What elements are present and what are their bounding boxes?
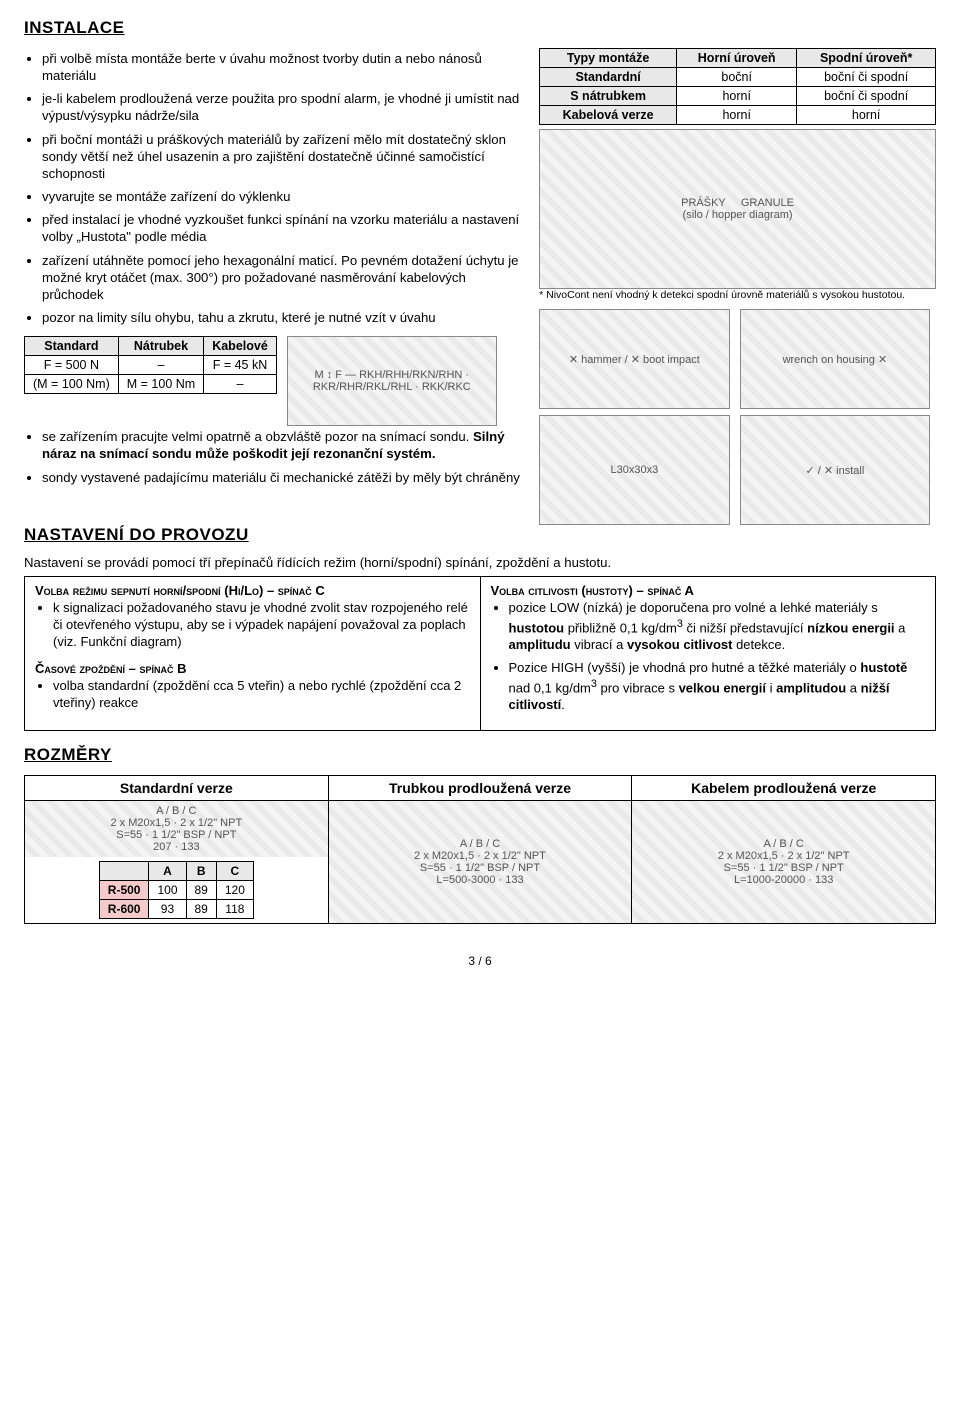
- text-bold: vysokou citlivost: [627, 637, 732, 652]
- dim-hdr: C: [216, 862, 253, 881]
- settings-bullet: Pozice HIGH (vyšší) je vhodná pro hutné …: [509, 660, 926, 714]
- rozmery-col-title: Standardní verze: [25, 776, 328, 801]
- text: pozice LOW (nízká) je doporučena pro vol…: [509, 600, 878, 615]
- hammer-warning-diagram: ✕ hammer / ✕ boot impact: [539, 309, 730, 409]
- mount-cell: horní: [797, 106, 936, 125]
- text-bold: amplitudou: [776, 680, 846, 695]
- rozmery-col-title: Kabelem prodloužená verze: [632, 776, 935, 801]
- dim-cell: 100: [149, 881, 186, 900]
- settings-bullet: volba standardní (zpoždění cca 5 vteřin)…: [53, 678, 470, 712]
- dim-drawing-standard: A / B / C2 x M20x1,5 · 2 x 1/2" NPTS=55 …: [25, 801, 328, 857]
- limits-header: Kabelové: [204, 337, 277, 356]
- probe-variants-diagram: M ↕ F — RKH/RHH/RKN/RHN · RKR/RHR/RKL/RH…: [287, 336, 497, 426]
- mount-rowlabel: Kabelová verze: [540, 106, 677, 125]
- nastaveni-intro: Nastavení se provádí pomocí tří přepínač…: [24, 555, 936, 570]
- below-limits-bullets: se zařízením pracujte velmi opatrně a ob…: [24, 428, 529, 485]
- bullet-item: vyvarujte se montáže zařízení do výklenk…: [42, 188, 529, 205]
- mount-cell: boční: [677, 68, 797, 87]
- wrench-warning-diagram: wrench on housing ✕: [740, 309, 931, 409]
- bullet-item: se zařízením pracujte velmi opatrně a ob…: [42, 428, 529, 462]
- silo-mount-diagram: PRÁŠKY GRANULE (silo / hopper diagram): [539, 129, 936, 289]
- dim-cell: 118: [216, 900, 253, 919]
- mount-header: Spodní úroveň*: [797, 49, 936, 68]
- text-bold: hustotou: [509, 620, 565, 635]
- bullet-item: pozor na limity sílu ohybu, tahu a zkrut…: [42, 309, 529, 326]
- dimensions-table: A B C R-500 100 89 120 R-600 93 89 118: [99, 861, 254, 919]
- limits-header: Nátrubek: [118, 337, 203, 356]
- text: .: [561, 697, 565, 712]
- probe-install-diagram: ✓ / ✕ install: [740, 415, 931, 525]
- limits-cell: –: [118, 356, 203, 375]
- rozmery-col-title: Trubkou prodloužená verze: [329, 776, 632, 801]
- mount-rowlabel: S nátrubkem: [540, 87, 677, 106]
- section-title-rozmery: ROZMĚRY: [24, 745, 936, 765]
- dim-hdr: [99, 862, 149, 881]
- dim-hdr: A: [149, 862, 186, 881]
- diagram-label: M ↕ F — RKH/RHH/RKN/RHN · RKR/RHR/RKL/RH…: [292, 369, 492, 393]
- text-bold: hustotě: [860, 660, 907, 675]
- section-title-instalace: INSTALACE: [24, 18, 936, 38]
- bullet-text: se zařízením pracujte velmi opatrně a ob…: [42, 429, 473, 444]
- settings-bullet: pozice LOW (nízká) je doporučena pro vol…: [509, 600, 926, 654]
- mount-rowlabel: Standardní: [540, 68, 677, 87]
- text: a: [895, 620, 906, 635]
- limits-cell: M = 100 Nm: [118, 375, 203, 394]
- bullet-item: zařízení utáhněte pomocí jeho hexagonáln…: [42, 252, 529, 303]
- mount-footnote: * NivoCont není vhodný k detekci spodní …: [539, 289, 936, 301]
- dim-cell: 120: [216, 881, 253, 900]
- diagram-label-granule: GRANULE: [741, 197, 794, 209]
- dim-cell: 93: [149, 900, 186, 919]
- text: nad 0,1 kg/dm: [509, 680, 591, 695]
- dim-rowlabel: R-500: [99, 881, 149, 900]
- limits-header: Standard: [25, 337, 119, 356]
- text: pro vibrace s: [597, 680, 679, 695]
- text: i: [766, 680, 776, 695]
- text: detekce.: [732, 637, 785, 652]
- text-bold: nízkou energii: [807, 620, 894, 635]
- mount-cell: horní: [677, 87, 797, 106]
- rozmery-row: Standardní verze A / B / C2 x M20x1,5 · …: [24, 775, 936, 924]
- bullet-item: sondy vystavené padajícímu materiálu či …: [42, 469, 529, 486]
- text: přibližně 0,1 kg/dm: [564, 620, 677, 635]
- dim-drawing-cable: A / B / C2 x M20x1,5 · 2 x 1/2" NPTS=55 …: [632, 801, 935, 923]
- mount-header: Horní úroveň: [677, 49, 797, 68]
- text: a: [846, 680, 860, 695]
- settings-bullet: k signalizaci požadovaného stavu je vhod…: [53, 600, 470, 651]
- settings-heading-density: Volba citlivosti (hustoty) – spínač A: [491, 583, 926, 598]
- limits-table: Standard Nátrubek Kabelové F = 500 N – F…: [24, 336, 277, 394]
- diagram-label-prasky: PRÁŠKY: [681, 197, 725, 209]
- mount-header: Typy montáže: [540, 49, 677, 68]
- shield-angle-diagram: L30x30x3: [539, 415, 730, 525]
- page-number: 3 / 6: [24, 954, 936, 968]
- dim-drawing-tube: A / B / C2 x M20x1,5 · 2 x 1/2" NPTS=55 …: [329, 801, 632, 923]
- dim-rowlabel: R-600: [99, 900, 149, 919]
- settings-heading-delay: Časové zpoždění – spínač B: [35, 661, 470, 676]
- limits-cell: (M = 100 Nm): [25, 375, 119, 394]
- text-bold: velkou energií: [679, 680, 766, 695]
- limits-cell: F = 45 kN: [204, 356, 277, 375]
- text: vibrací a: [571, 637, 627, 652]
- text: či nižší představující: [683, 620, 807, 635]
- mount-cell: boční či spodní: [797, 87, 936, 106]
- bullet-item: před instalací je vhodné vyzkoušet funkc…: [42, 211, 529, 245]
- dim-hdr: B: [186, 862, 216, 881]
- angle-label: L30x30x3: [611, 464, 659, 476]
- bullet-item: při volbě místa montáže berte v úvahu mo…: [42, 50, 529, 84]
- limits-cell: F = 500 N: [25, 356, 119, 375]
- mount-types-table: Typy montáže Horní úroveň Spodní úroveň*…: [539, 48, 936, 125]
- text: Pozice HIGH (vyšší) je vhodná pro hutné …: [509, 660, 861, 675]
- dim-cell: 89: [186, 900, 216, 919]
- settings-table: Volba režimu sepnutí horní/spodní (Hi/Lo…: [24, 576, 936, 731]
- bullet-item: při boční montáži u práškových materiálů…: [42, 131, 529, 182]
- instalace-bullet-list: při volbě místa montáže berte v úvahu mo…: [24, 50, 529, 326]
- settings-heading-hilo: Volba režimu sepnutí horní/spodní (Hi/Lo…: [35, 583, 470, 598]
- limits-cell: –: [204, 375, 277, 394]
- mount-cell: boční či spodní: [797, 68, 936, 87]
- section-title-nastaveni: NASTAVENÍ DO PROVOZU: [24, 525, 936, 545]
- text-bold: amplitudu: [509, 637, 571, 652]
- bullet-item: je-li kabelem prodloužená verze použita …: [42, 90, 529, 124]
- mount-cell: horní: [677, 106, 797, 125]
- dim-cell: 89: [186, 881, 216, 900]
